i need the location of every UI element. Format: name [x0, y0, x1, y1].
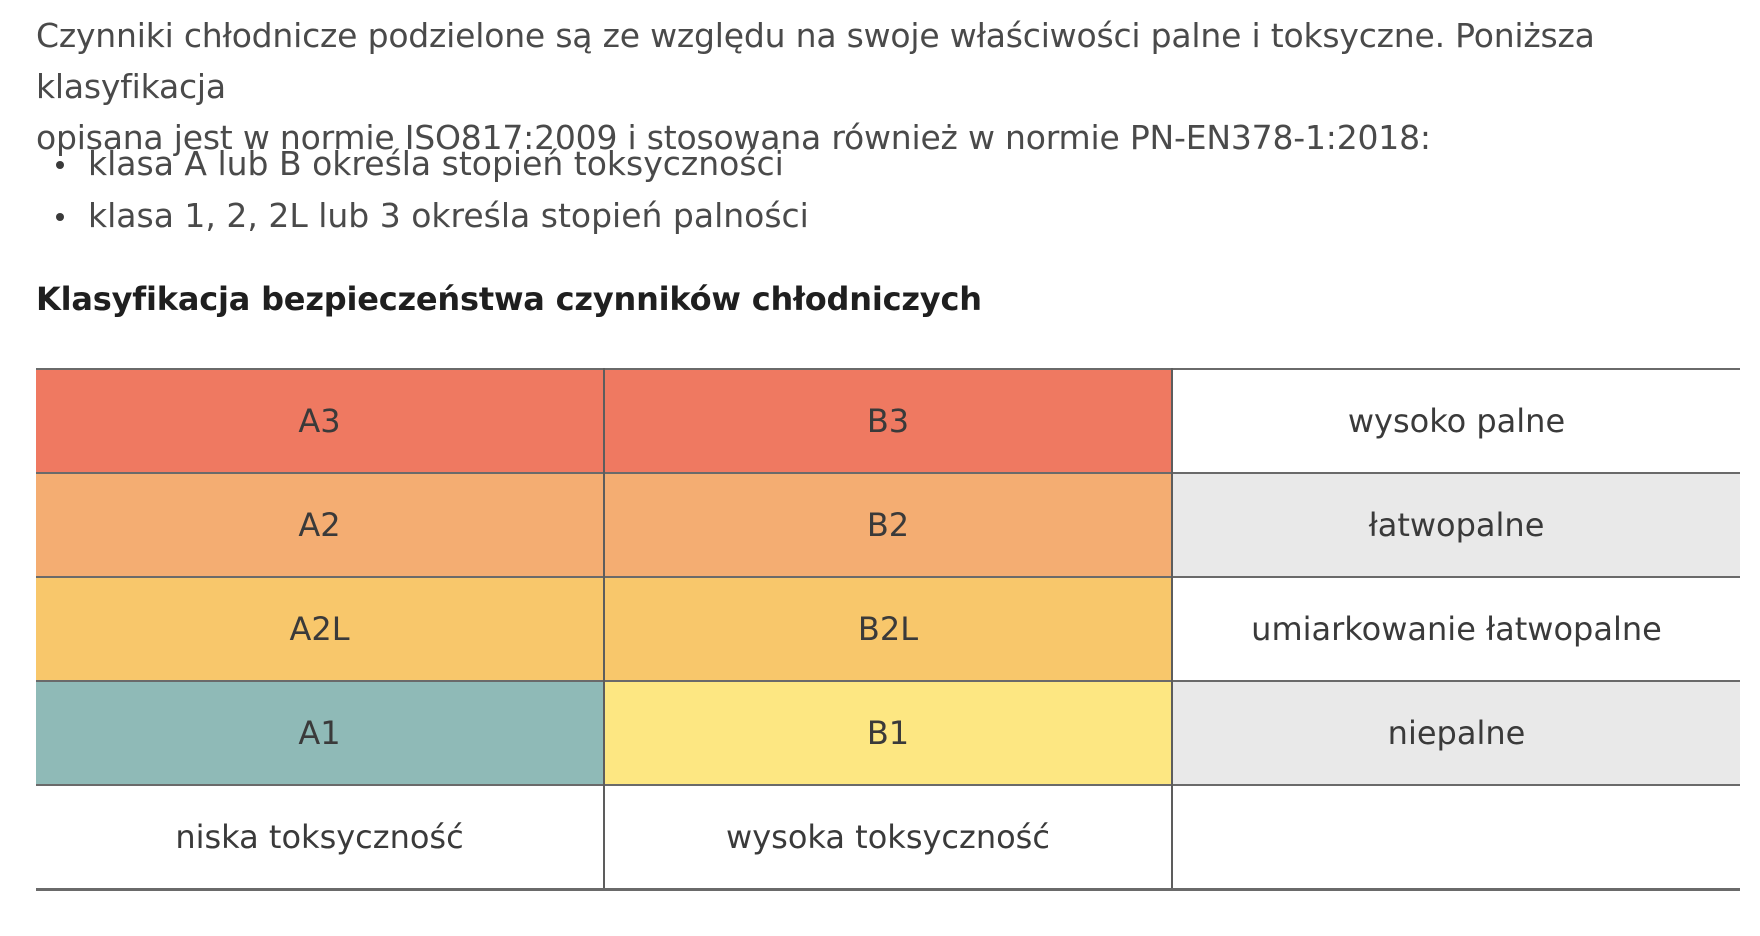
toxicity-label-low: niska toksyczność [36, 784, 605, 891]
safety-classification-table: A3 B3 wysoko palne A2 B2 łatwopalne A2L … [36, 368, 1740, 891]
bullet-list: klasa A lub B określa stopień toksycznoś… [36, 138, 809, 242]
list-item: klasa 1, 2, 2L lub 3 określa stopień pal… [36, 190, 809, 242]
flammability-label: niepalne [1172, 680, 1740, 785]
cell-a1: A1 [36, 680, 605, 785]
table-row: A1 B1 niepalne [36, 680, 1740, 785]
cell-a2l: A2L [36, 576, 605, 681]
flammability-label: łatwopalne [1172, 472, 1740, 577]
empty-cell [1172, 784, 1740, 891]
cell-b2l: B2L [604, 576, 1173, 681]
cell-a2: A2 [36, 472, 605, 577]
cell-b1: B1 [604, 680, 1173, 785]
table-row: niska toksyczność wysoka toksyczność [36, 784, 1740, 891]
toxicity-label-high: wysoka toksyczność [604, 784, 1173, 891]
cell-a3: A3 [36, 368, 605, 473]
cell-b2: B2 [604, 472, 1173, 577]
cell-b3: B3 [604, 368, 1173, 473]
flammability-label: umiarkowanie łatwopalne [1172, 576, 1740, 681]
intro-line-1: Czynniki chłodnicze podzielone są ze wzg… [36, 16, 1595, 106]
intro-paragraph: Czynniki chłodnicze podzielone są ze wzg… [36, 10, 1736, 163]
table-row: A2 B2 łatwopalne [36, 472, 1740, 577]
table-row: A3 B3 wysoko palne [36, 368, 1740, 473]
intro-line-2: opisana jest w normie ISO817:2009 i stos… [36, 118, 1431, 157]
list-item: klasa A lub B określa stopień toksycznoś… [36, 138, 809, 190]
table-row: A2L B2L umiarkowanie łatwopalne [36, 576, 1740, 681]
table-heading: Klasyfikacja bezpieczeństwa czynników ch… [36, 280, 982, 318]
flammability-label: wysoko palne [1172, 368, 1740, 473]
